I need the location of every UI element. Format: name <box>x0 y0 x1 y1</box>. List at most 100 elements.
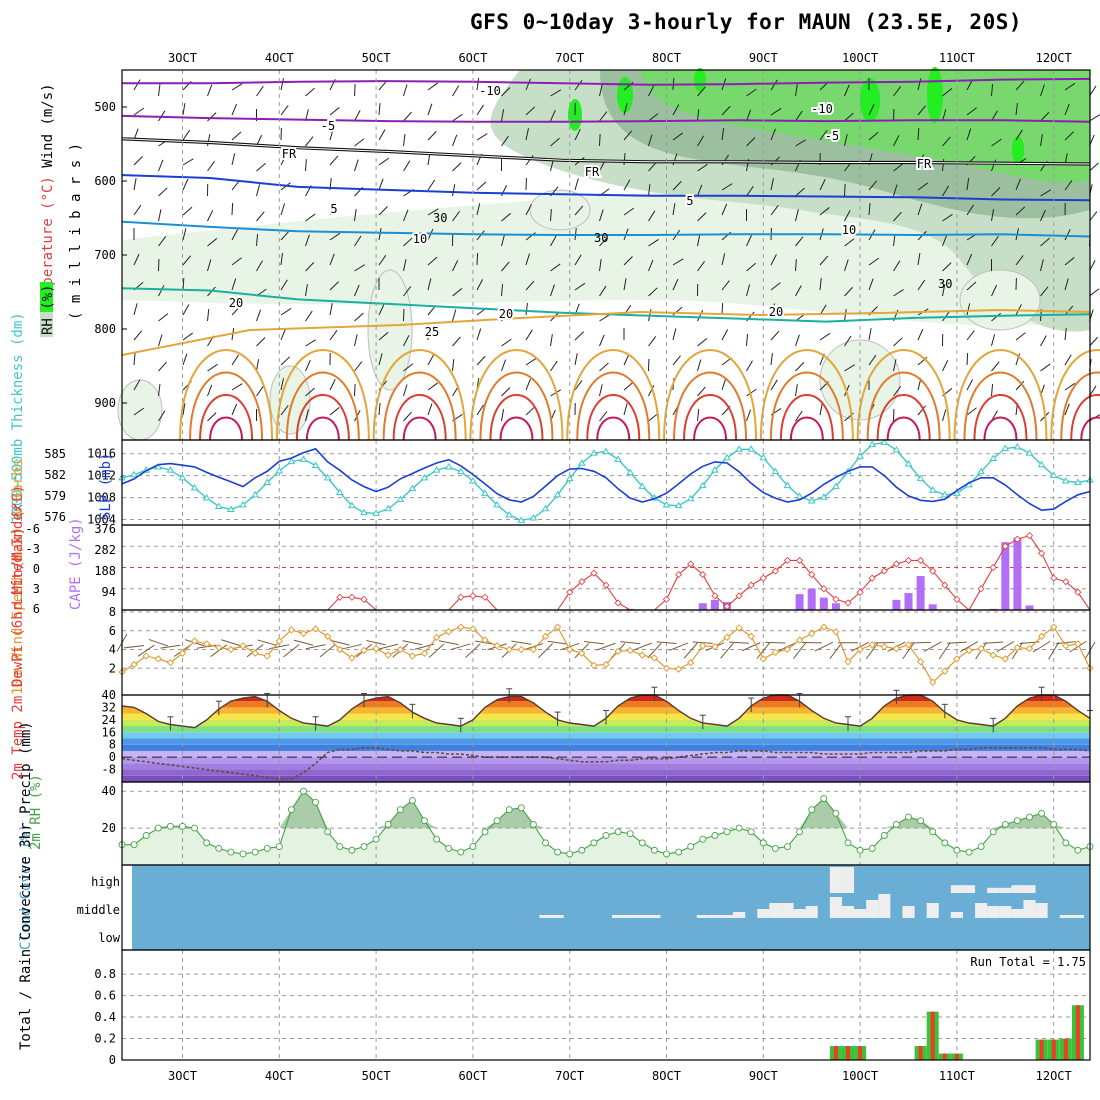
wind-barb <box>648 287 658 297</box>
wind-barb <box>378 129 386 141</box>
wind-speed-point <box>130 660 138 669</box>
wind-barb <box>729 641 750 644</box>
li-point <box>735 592 743 600</box>
wind-barb <box>207 134 211 147</box>
wind-barb <box>182 353 188 366</box>
wind-barb <box>476 203 481 216</box>
wind-speed-point <box>1013 643 1022 652</box>
wind-speed-point <box>699 642 707 650</box>
thickness-point <box>590 449 598 456</box>
wind-barb <box>648 336 657 347</box>
wind-tick: 8 <box>109 605 116 619</box>
temp-tick: 32 <box>102 700 116 714</box>
wind-barb <box>697 234 701 247</box>
temp-contour-warm <box>983 416 1018 441</box>
wind-speed-point <box>832 628 840 636</box>
wind-speed-point <box>868 641 876 649</box>
wind-barb <box>221 639 241 647</box>
wind-barb <box>329 281 339 291</box>
wind-barb <box>991 361 1000 372</box>
wind-barb <box>305 136 314 147</box>
li-ylabel-text: Lifted Index <box>10 504 26 605</box>
wind-barb <box>231 153 236 166</box>
wind-barb <box>868 354 877 366</box>
slp-tick: 1008 <box>87 491 116 505</box>
wind-barb <box>378 206 388 216</box>
wind-barb <box>623 153 626 166</box>
wind-barb <box>1015 332 1026 341</box>
temp-tick: 0 <box>109 750 116 764</box>
wind-barb <box>902 642 915 660</box>
temp-contour-warm <box>576 371 651 441</box>
run-total-label: Run Total = 1.75 <box>970 955 1086 969</box>
thickness-point <box>154 463 163 470</box>
wind-barb <box>501 359 507 372</box>
li-point <box>1013 535 1021 543</box>
thickness-point <box>771 467 780 475</box>
wind-speed-point <box>602 660 610 669</box>
rh-point <box>263 844 271 852</box>
wind-barb <box>672 132 684 141</box>
thickness-point <box>638 482 647 489</box>
wind-barb <box>256 337 266 347</box>
temp-contour-warm <box>789 416 824 441</box>
wind-barb <box>354 209 357 222</box>
wind-barb <box>991 334 996 347</box>
rh-point <box>275 843 283 851</box>
x-tick-bottom: 8OCT <box>652 1069 681 1083</box>
thickness-point <box>263 478 272 485</box>
thickness-point <box>614 455 622 462</box>
wind-barb <box>525 406 536 416</box>
wind-barb <box>231 229 239 241</box>
cape-tick: 94 <box>102 585 116 599</box>
wind-barb <box>844 286 854 297</box>
thickness-point <box>989 454 998 462</box>
wind-barb <box>648 413 659 422</box>
wind-barb <box>746 262 757 272</box>
y-tick: 800 <box>94 322 116 336</box>
precip-convective-bar <box>858 1046 863 1060</box>
rh-point <box>1001 820 1009 828</box>
wind-barb <box>1064 228 1071 241</box>
temp-contour-warm <box>663 349 758 441</box>
cloud-mid <box>950 912 963 918</box>
wind-barb <box>511 640 532 645</box>
thickness-point <box>674 501 683 509</box>
wind-barb <box>917 105 926 116</box>
wind-barb <box>942 284 946 297</box>
wind-barb <box>452 134 458 147</box>
wind-barb <box>403 286 412 297</box>
wind-barb <box>305 409 309 422</box>
wind-barb <box>765 641 786 644</box>
wind-barb <box>697 109 700 122</box>
thickness-point <box>372 509 380 516</box>
li-point <box>808 571 816 579</box>
temp-contour-warm <box>382 371 457 441</box>
rh-point <box>469 843 477 851</box>
wind-barb <box>893 260 901 272</box>
wind-barb <box>378 228 382 241</box>
temp-contour-warm <box>683 394 738 441</box>
wind-barb <box>574 205 584 216</box>
wind-barb <box>574 79 583 91</box>
x-tick-bottom: 7OCT <box>555 1069 584 1083</box>
temp-band <box>122 763 1090 770</box>
wind-barb <box>966 352 969 366</box>
wind-barb <box>133 79 141 91</box>
wind-barb <box>525 106 536 116</box>
wind-speed-point <box>311 625 320 633</box>
cloud-mid <box>551 915 564 918</box>
rh-point <box>324 828 332 836</box>
li-tick: -3 <box>26 542 40 556</box>
wind-barb <box>501 234 506 247</box>
wind-barb <box>256 162 267 172</box>
wind-barb <box>623 179 631 191</box>
wind-barb <box>427 403 433 416</box>
cloud-high <box>999 887 1012 893</box>
rh-point <box>989 828 997 836</box>
x-tick-top: 7OCT <box>555 51 584 65</box>
wind-barb <box>632 642 652 651</box>
thickness-point <box>662 500 671 508</box>
wind-speed-point <box>1025 644 1034 653</box>
wind-barb <box>746 137 756 147</box>
